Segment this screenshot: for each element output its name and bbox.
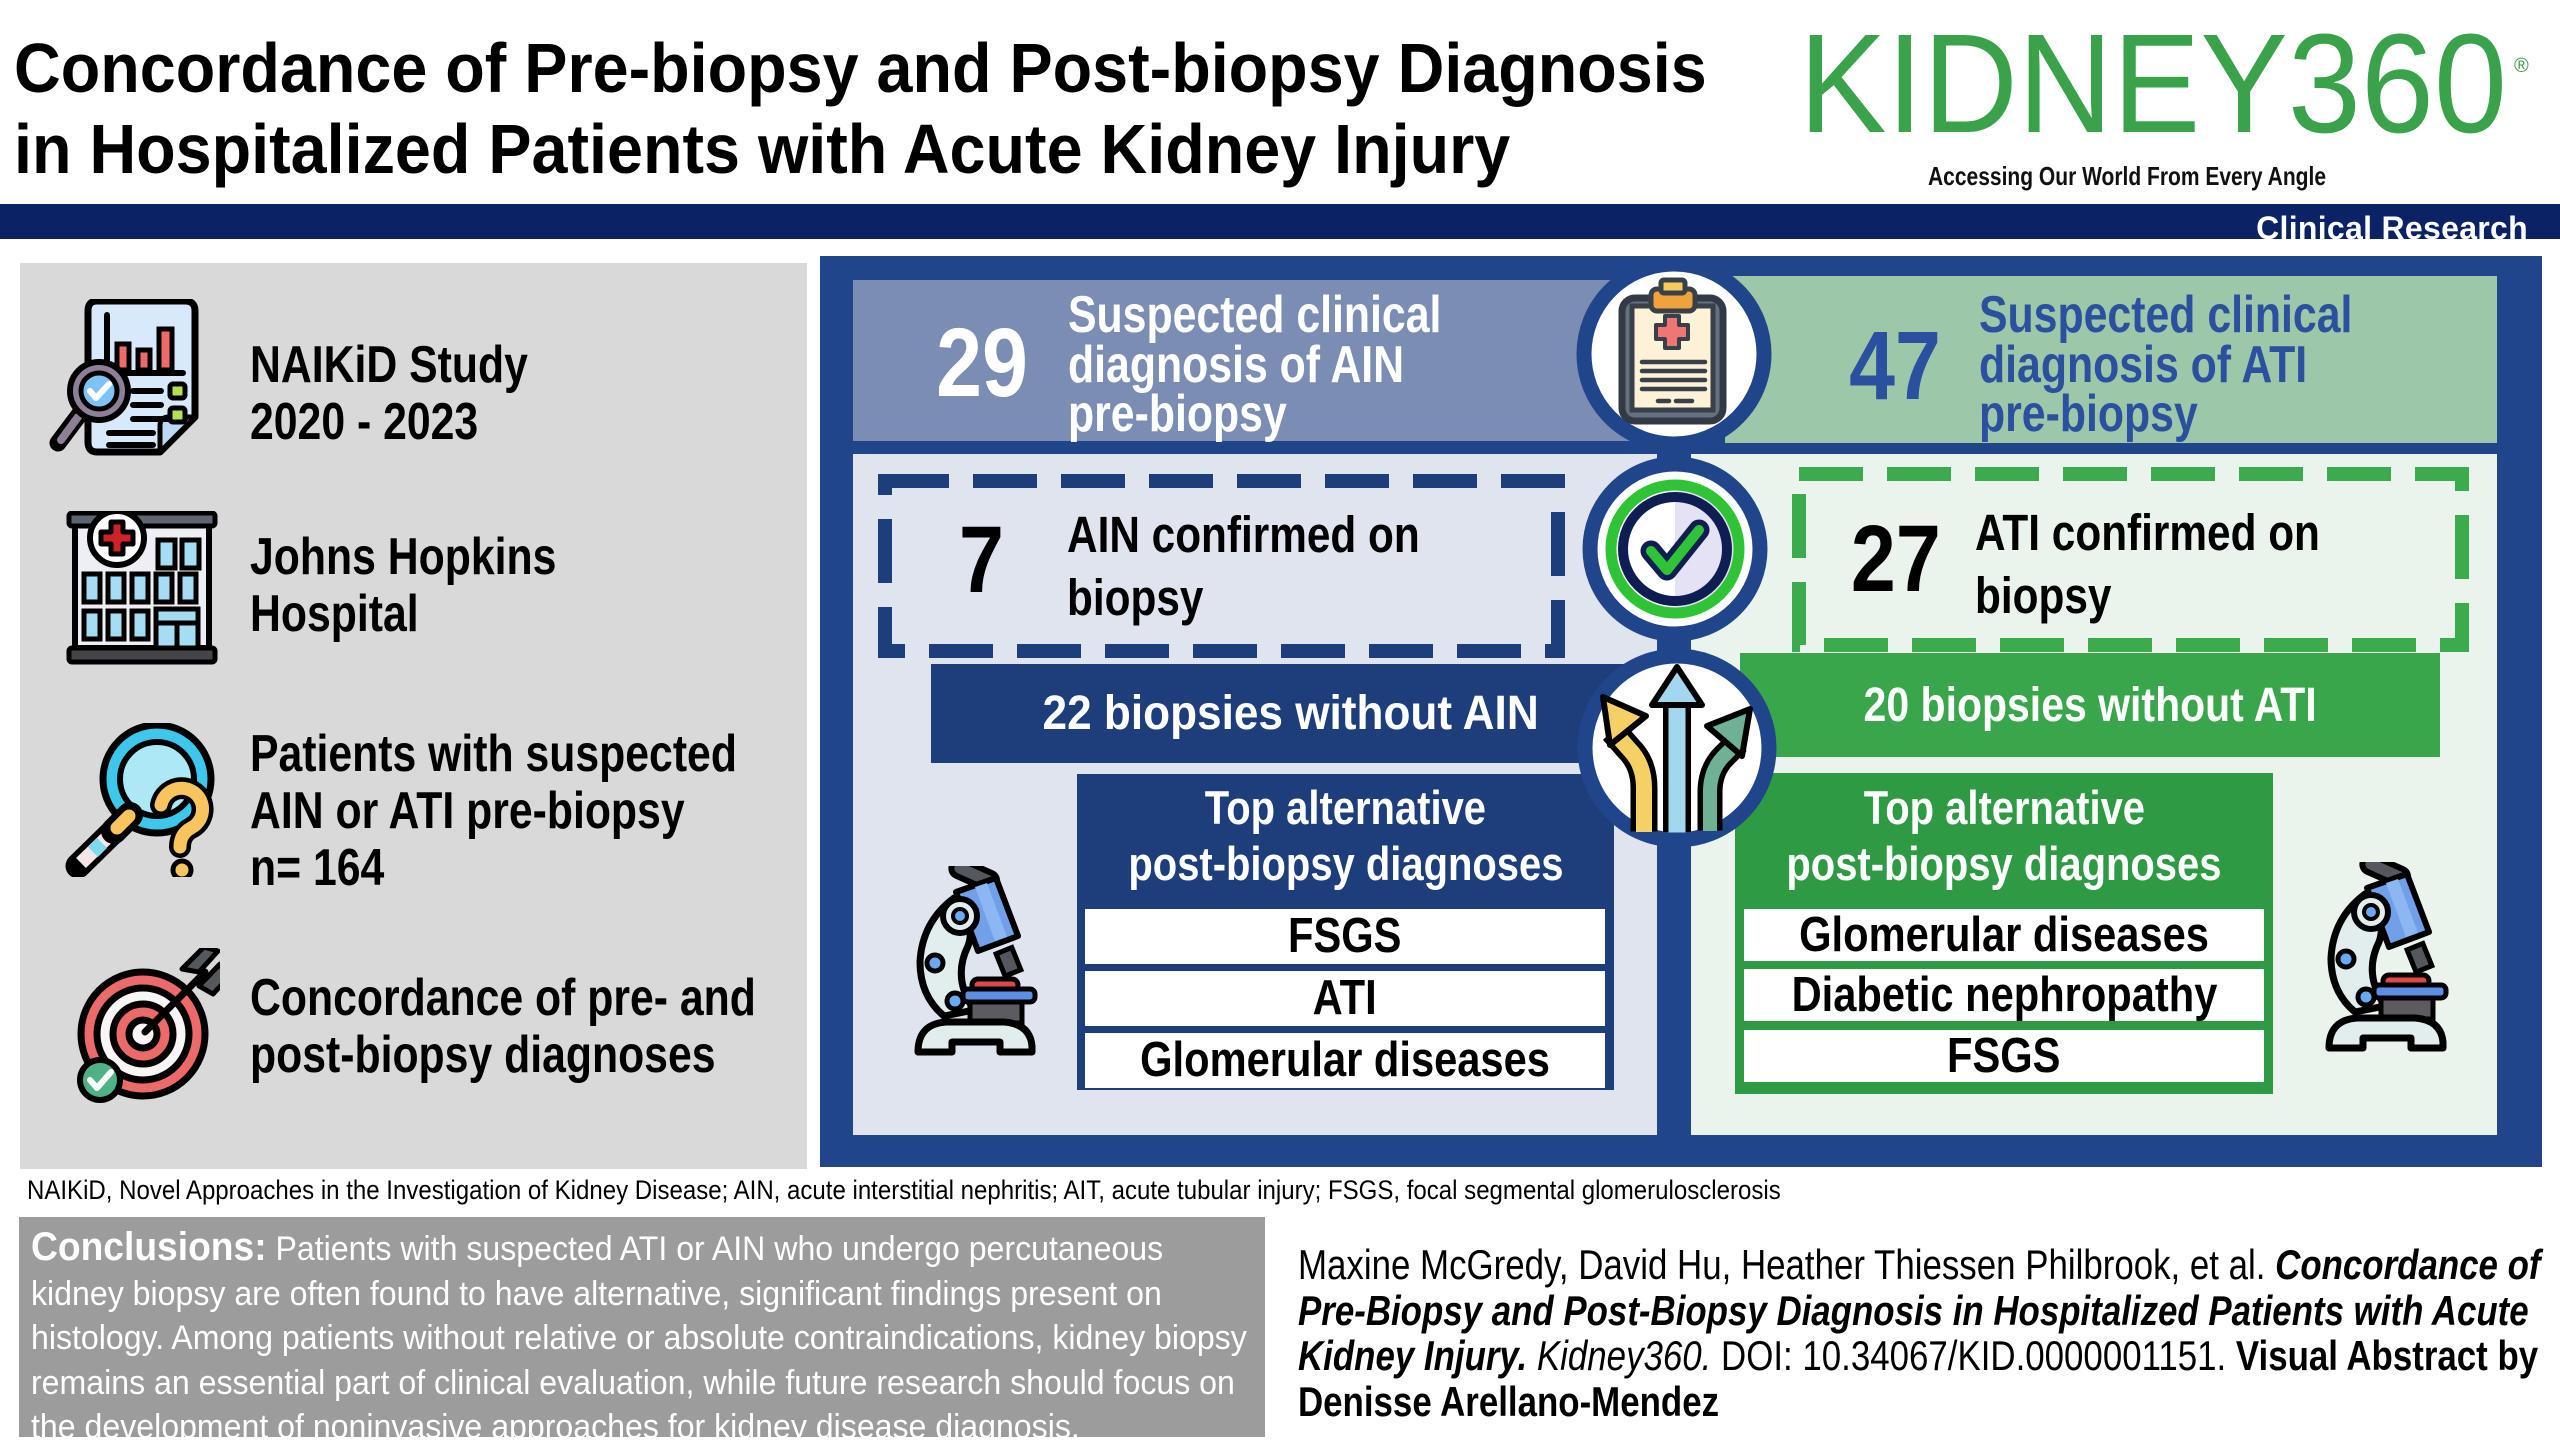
svg-text:KIDNEY360: KIDNEY360 [1799, 20, 2507, 162]
svg-text:®: ® [2514, 55, 2529, 77]
svg-text:Accessing Our World From Every: Accessing Our World From Every Angle [1928, 161, 2326, 191]
